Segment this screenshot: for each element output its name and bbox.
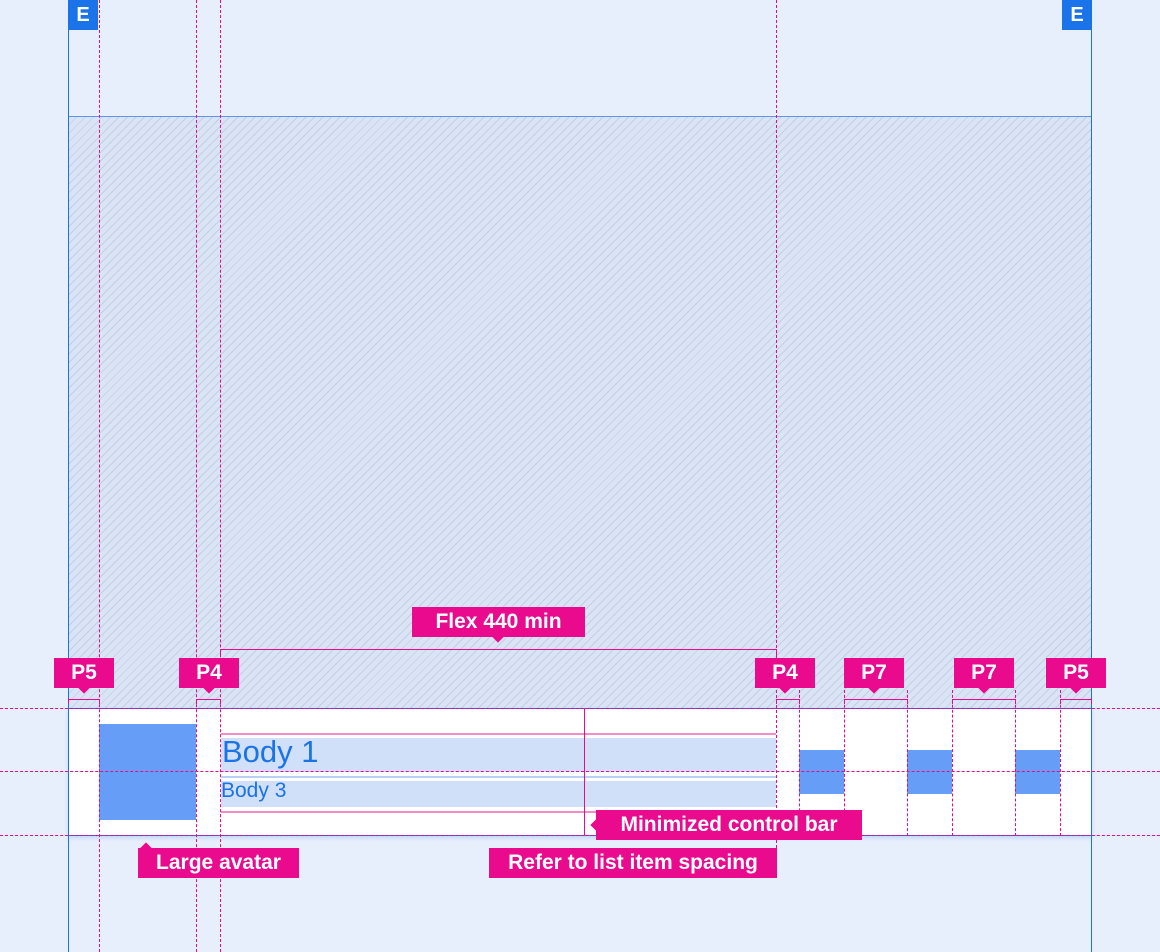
right-edge-line [1091, 0, 1092, 952]
left-edge-line [68, 0, 69, 952]
primary-text: Body 1 [222, 734, 319, 769]
guide-text-right [776, 0, 777, 878]
guide-avatar-right [196, 0, 197, 952]
list-item-spacing-label: Refer to list item spacing [489, 848, 777, 878]
measure-p7-1 [844, 699, 908, 704]
control-bar-pointer-line [584, 708, 585, 836]
guide-icon1-right [844, 690, 845, 836]
guide-icon1-left [799, 690, 800, 836]
body3-highlight [221, 781, 776, 807]
guide-bottom [0, 835, 1160, 836]
flex-bracket [220, 649, 777, 657]
p7-label-1: P7 [844, 658, 904, 694]
p4-right-label: P4 [755, 658, 815, 694]
text-bottom-guide [221, 811, 776, 813]
measure-p4-left [196, 699, 221, 704]
guide-icon3-right [1060, 690, 1061, 836]
p5-left-label: P5 [54, 658, 114, 694]
guide-icon2-left [907, 690, 908, 836]
guide-icon2-right [952, 690, 953, 836]
secondary-text: Body 3 [221, 779, 287, 802]
measure-p5-left [68, 699, 100, 704]
p7-label-2: P7 [954, 658, 1014, 694]
icon-button-2[interactable] [907, 750, 952, 794]
large-avatar [99, 724, 196, 820]
measure-p7-2 [952, 699, 1016, 704]
flex-label: Flex 440 min [412, 607, 585, 643]
text-top-guide [221, 733, 776, 735]
guide-center [0, 771, 1160, 772]
icon-button-1[interactable] [799, 750, 844, 794]
p4-left-label: P4 [179, 658, 239, 694]
text-divider [221, 776, 776, 778]
guide-top [0, 708, 1160, 709]
edge-badge-left: E [68, 0, 98, 30]
minimized-control-bar-label: Minimized control bar [590, 810, 862, 840]
p5-right-label: P5 [1046, 658, 1106, 694]
measure-p4-right [776, 699, 800, 704]
edge-badge-right: E [1062, 0, 1092, 30]
body1-highlight [221, 738, 776, 772]
large-avatar-label: Large avatar [138, 842, 299, 878]
measure-p5-right [1060, 699, 1092, 704]
icon-button-3[interactable] [1015, 750, 1060, 794]
guide-avatar-left [99, 0, 100, 952]
guide-text-left [220, 0, 221, 952]
guide-icon3-left [1015, 690, 1016, 836]
